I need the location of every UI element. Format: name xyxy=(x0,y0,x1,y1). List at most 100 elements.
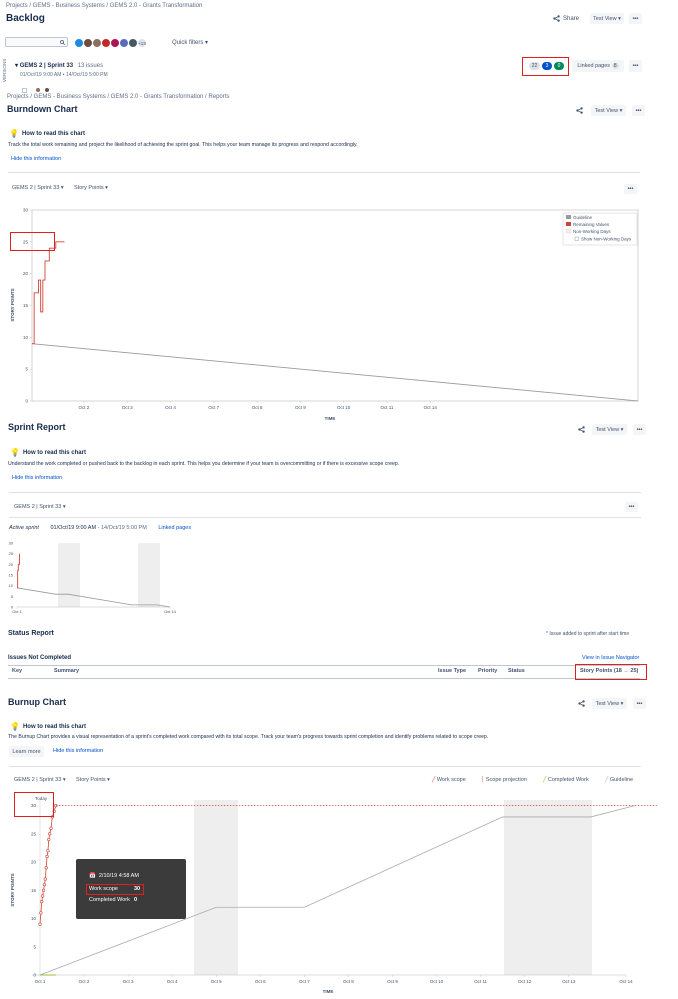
burnup-howto-title: How to read this chart xyxy=(22,723,86,730)
x-tick-label: Oct 2 xyxy=(79,979,90,984)
col-priority[interactable]: Priority xyxy=(478,668,498,674)
active-sprint-row: Active sprint 01/Oct/19 9:00 AM - 14/Oct… xyxy=(9,525,191,531)
status-count-highlight xyxy=(522,57,569,76)
quick-filters-dropdown[interactable]: Quick filters ▾ xyxy=(172,40,209,46)
legend-scope-projection-label: Scope projection xyxy=(485,777,527,783)
avatar[interactable] xyxy=(35,87,41,93)
view-in-issue-navigator-link[interactable]: View in Issue Navigator xyxy=(582,655,640,661)
burnup-estimate-select[interactable]: Story Points ▾ xyxy=(76,777,110,783)
sprint-report-view-label: Test View xyxy=(595,426,620,433)
data-point[interactable] xyxy=(41,894,45,898)
x-tick-label: Oct 14 xyxy=(424,405,438,410)
x-tick-label: Oct 10 xyxy=(430,979,444,984)
burndown-title: Burndown Chart xyxy=(7,104,78,114)
burnup-x-axis-label: TIME xyxy=(323,989,334,994)
col-issue-type[interactable]: Issue Type xyxy=(438,668,467,674)
data-point[interactable] xyxy=(39,911,43,915)
backlog-search-input[interactable] xyxy=(5,37,68,47)
backlog-breadcrumb[interactable]: Projects / GEMS - Business Systems / GEM… xyxy=(6,3,203,9)
y-tick-label: 5 xyxy=(11,594,14,599)
data-point[interactable] xyxy=(44,866,48,870)
share-button[interactable]: Share xyxy=(553,15,579,22)
burndown-sprint-select[interactable]: GEMS 2 | Sprint 33 ▾ xyxy=(12,185,64,191)
data-point[interactable] xyxy=(45,854,49,859)
data-point[interactable] xyxy=(47,837,51,842)
y-tick-label: 20 xyxy=(23,271,29,276)
show-nonworking-checkbox[interactable] xyxy=(574,236,579,241)
nonworking-band xyxy=(138,543,160,607)
avatar-group[interactable]: +13 xyxy=(74,37,164,49)
data-point[interactable] xyxy=(38,922,42,926)
versions-side-label[interactable]: VERSIONS xyxy=(2,58,7,82)
nonworking-band xyxy=(58,543,80,607)
data-point[interactable] xyxy=(41,888,46,892)
y-tick-label: 25 xyxy=(23,239,29,244)
y-tick-label: 10 xyxy=(31,916,37,921)
y-tick-label: 0 xyxy=(25,399,28,404)
share-icon[interactable] xyxy=(578,700,585,707)
burndown-more-button[interactable]: ••• xyxy=(632,105,645,116)
share-icon xyxy=(553,15,560,22)
sprint-report-sprint-select[interactable]: GEMS 2 | Sprint 33 ▾ xyxy=(14,504,66,510)
legend-completed-work[interactable]: ╱ Completed Work xyxy=(543,777,589,783)
legend-work-scope[interactable]: ╱ Work scope xyxy=(432,777,466,783)
sprint-hide-link[interactable]: Hide this information xyxy=(12,475,63,481)
col-status[interactable]: Status xyxy=(508,668,525,674)
burnup-sprint-select[interactable]: GEMS 2 | Sprint 33 ▾ xyxy=(14,777,66,783)
col-key[interactable]: Key xyxy=(12,668,23,674)
sprint-more-button[interactable]: ••• xyxy=(629,60,642,72)
sprint-linked-pages-link[interactable]: Linked pages xyxy=(158,525,192,531)
sprint-report-title: Sprint Report xyxy=(8,422,66,432)
col-summary[interactable]: Summary xyxy=(54,668,80,674)
series-line-guideline xyxy=(31,343,639,402)
issues-table-header: Key Summary Issue Type Priority Status S… xyxy=(8,667,640,677)
legend-remaining: Remaining Values xyxy=(573,222,610,227)
data-point[interactable] xyxy=(49,826,53,830)
x-tick-label: Oct 5 xyxy=(211,979,222,984)
sprint-report-view-select[interactable]: Test View ▾ xyxy=(592,424,627,435)
sprint-howto-text: Understand the work completed or pushed … xyxy=(8,461,400,467)
table-header-bottom xyxy=(8,678,640,679)
issue-checkbox[interactable] xyxy=(22,88,27,93)
data-point[interactable] xyxy=(46,849,50,853)
data-point[interactable] xyxy=(40,900,44,904)
legend-guideline[interactable]: ╱ Guideline xyxy=(605,777,633,783)
burndown-view-select[interactable]: Test View ▾ xyxy=(591,105,626,116)
learn-more-button[interactable]: Learn more xyxy=(9,746,44,757)
data-point[interactable] xyxy=(48,832,52,836)
burndown-estimate-select[interactable]: Story Points ▾ xyxy=(74,185,108,191)
lightbulb-icon: 💡 xyxy=(9,129,19,138)
sprint-report-more-button[interactable]: ••• xyxy=(633,424,646,435)
legend-show-nonworking[interactable]: Show Non-Working Days xyxy=(581,237,632,242)
x-tick-label: Oct 7 xyxy=(299,979,310,984)
sprint-header[interactable]: ▾ GEMS 2 | Sprint 33 13 issues xyxy=(15,62,103,69)
backlog-more-button[interactable]: ••• xyxy=(629,13,642,24)
share-icon[interactable] xyxy=(578,426,585,433)
legend-scope-projection[interactable]: ┆ Scope projection xyxy=(481,777,527,783)
burndown-view-label: Test View xyxy=(594,107,619,114)
x-tick-label: Oct 2 xyxy=(79,405,90,410)
share-icon[interactable] xyxy=(576,107,583,114)
burnup-view-select[interactable]: Test View ▾ xyxy=(592,698,627,709)
status-report-note: * Issue added to sprint after start time xyxy=(546,631,630,637)
burnup-howto-heading: 💡 How to read this chart xyxy=(10,722,86,731)
legend-guideline: Guideline xyxy=(573,215,593,220)
more-avatars-badge[interactable]: +13 xyxy=(137,38,147,48)
data-point[interactable] xyxy=(43,877,47,881)
sprint-report-chart-more-button[interactable]: ••• xyxy=(625,502,638,512)
col-story-points[interactable]: Story Points (18 → 25) xyxy=(580,668,639,674)
y-tick-label: 5 xyxy=(33,944,36,949)
backlog-view-select[interactable]: Test View ▾ xyxy=(590,13,624,24)
linked-pages-button[interactable]: Linked pages 8 xyxy=(572,60,624,72)
burndown-hide-link[interactable]: Hide this information xyxy=(11,156,62,162)
share-label: Share xyxy=(563,15,580,22)
data-point[interactable] xyxy=(42,883,47,887)
avatar[interactable] xyxy=(44,87,50,93)
burnup-more-button[interactable]: ••• xyxy=(633,698,646,709)
burnup-hide-link[interactable]: Hide this information xyxy=(53,748,104,754)
tooltip-date: 2/10/19 4:58 AM xyxy=(98,873,139,879)
reports-breadcrumb[interactable]: Projects / GEMS - Business Systems / GEM… xyxy=(7,94,230,100)
legend-swatch-nonworking xyxy=(565,228,572,234)
burndown-chart-more-button[interactable]: ••• xyxy=(624,184,637,194)
remaining-value-highlight xyxy=(10,232,55,251)
